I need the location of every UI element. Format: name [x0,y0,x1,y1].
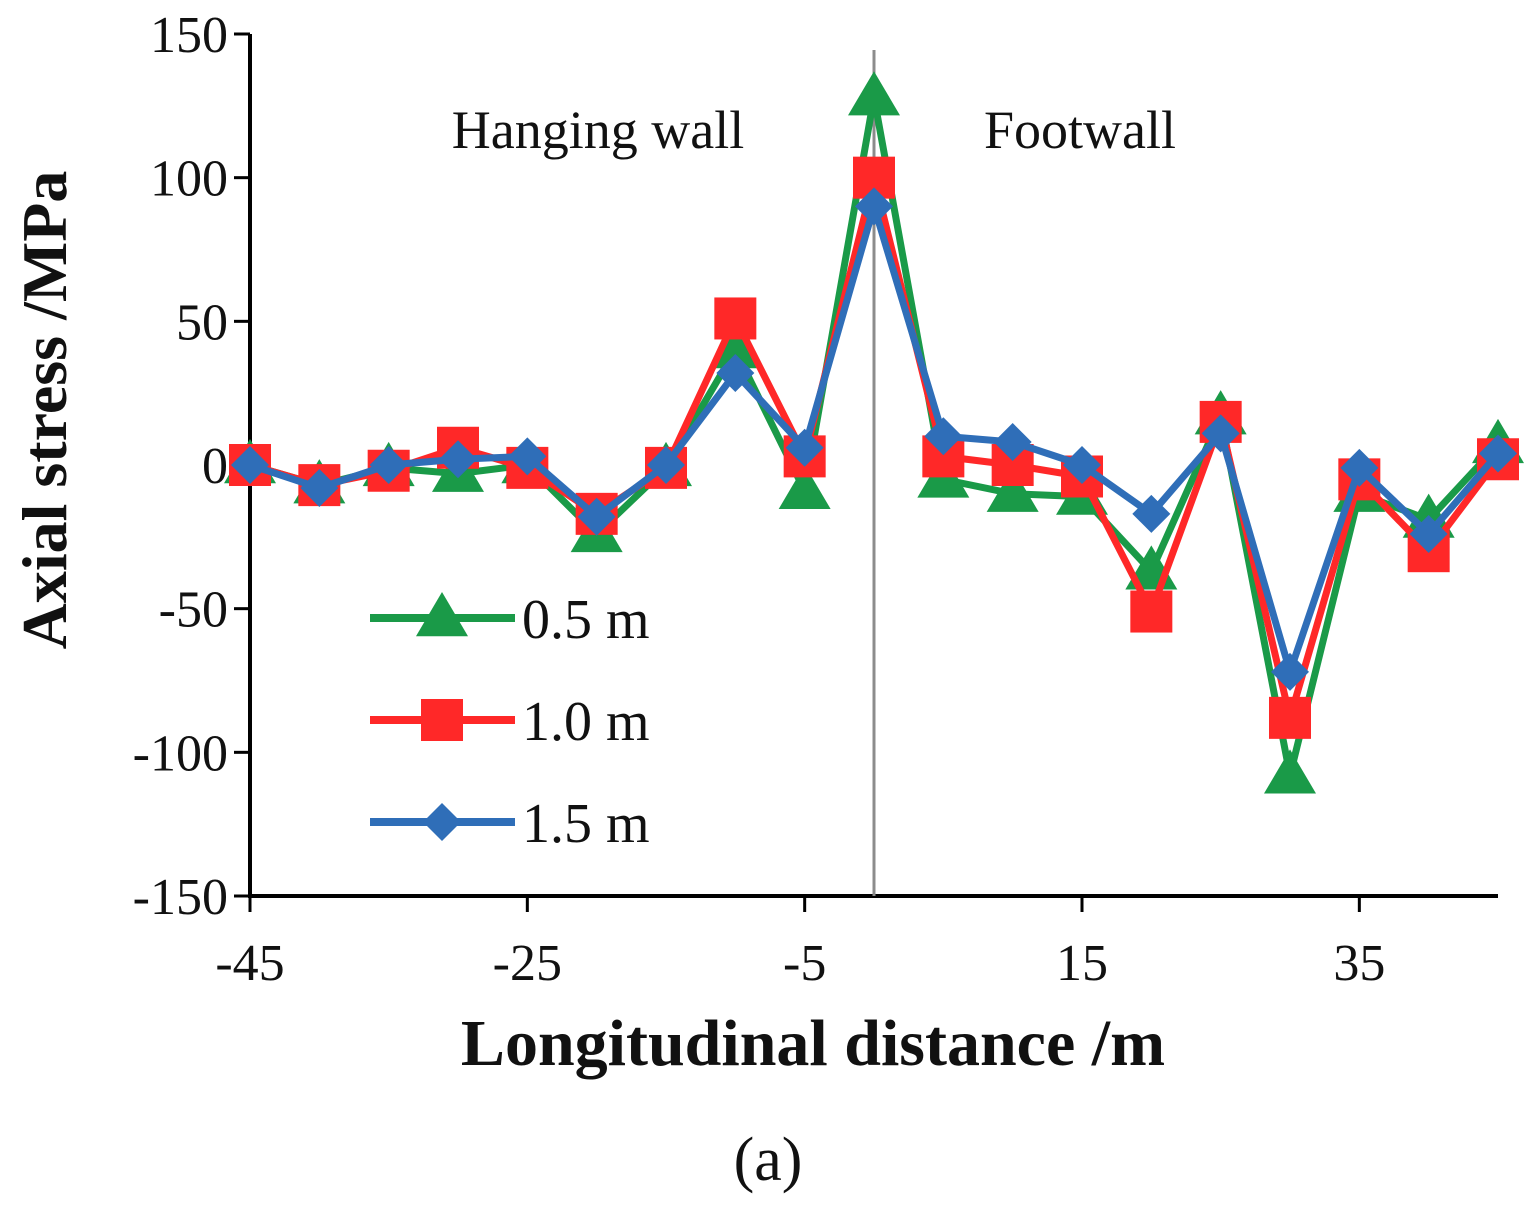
legend: 0.5 m 1.0 m 1.5 m [370,589,650,855]
data-point [1201,414,1240,453]
data-point [369,446,408,484]
data-point [439,440,477,479]
series-1_5m [231,187,1517,691]
data-point [1479,434,1517,473]
legend-label: 1.0 m [522,691,650,753]
y-tick-label: 150 [150,7,228,64]
legend-marker [421,699,463,741]
data-point [1271,652,1309,691]
legend-marker [423,803,461,841]
y-axis-label: Axial stress /MPa [9,171,80,650]
data-point [1340,448,1379,487]
series-layer [224,71,1524,794]
data-point [785,428,824,467]
data-point [1063,446,1101,484]
axes: 150 100 50 0 -50 -100 -150 -45 -25 -5 15 35 [133,7,1498,992]
data-point [848,71,900,116]
data-point [924,417,963,456]
y-tick-label: 0 [202,438,228,495]
y-tick-label: -100 [133,725,228,782]
x-axis-label: Longitudinal distance /m [461,1007,1165,1080]
x-tick-label: 35 [1333,935,1385,992]
legend-label: 1.5 m [522,793,650,855]
data-point [709,324,762,369]
data-point [993,423,1032,462]
data-point [1264,749,1316,794]
x-tick-label: -5 [783,935,826,992]
data-point [1130,590,1173,633]
data-point [778,464,831,510]
x-tick-label: -25 [493,935,562,992]
data-point [986,467,1039,512]
data-point [716,354,755,393]
data-point [577,497,616,536]
data-point [855,187,893,226]
annotation-footwall: Footwall [984,100,1176,160]
y-tick-label: 100 [150,151,228,208]
data-point [1409,514,1448,553]
data-point [231,446,269,484]
y-tick-label: 50 [176,294,228,351]
data-point [300,468,339,507]
panel-label: (a) [734,1126,803,1194]
y-tick-label: -150 [133,869,228,926]
data-point [1132,494,1171,533]
data-point [714,297,757,340]
x-tick-label: -45 [215,935,284,992]
x-tick-label: 15 [1056,935,1108,992]
y-tick-label: -50 [159,582,228,639]
data-point [1269,696,1311,739]
data-point [647,446,685,484]
annotation-hanging-wall: Hanging wall [452,100,744,160]
legend-marker [416,592,468,637]
legend-label: 0.5 m [522,589,650,651]
data-point [508,437,547,476]
